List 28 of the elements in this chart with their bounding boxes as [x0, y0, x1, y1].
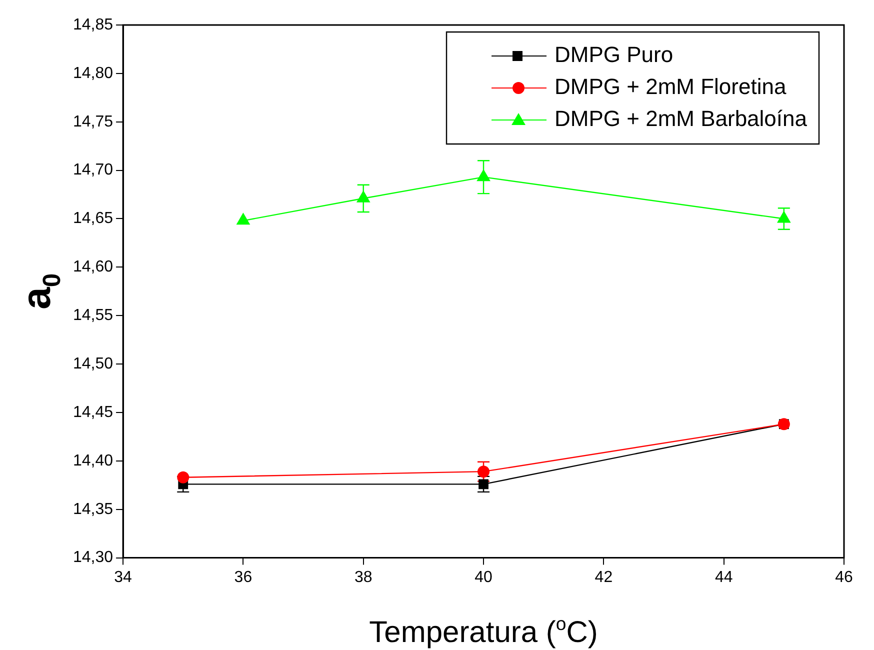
- y-tick-label: 14,40: [72, 452, 114, 470]
- point: [476, 169, 490, 182]
- y-axis-title: a0: [15, 273, 66, 310]
- legend-label: DMPG + 2mM Barbaloína: [554, 106, 808, 132]
- point: [776, 210, 791, 223]
- legend-label: DMPG Puro: [554, 42, 674, 68]
- y-tick-label: 14,80: [72, 64, 114, 82]
- x-tick-label: 42: [594, 568, 613, 586]
- y-tick-label: 14,45: [72, 404, 114, 421]
- y-tick-label: 14,75: [72, 113, 114, 130]
- x-tick-label: 34: [114, 568, 132, 586]
- point: [177, 471, 190, 484]
- y-tick-label: 14,30: [72, 549, 114, 566]
- y-tick-label: 14,70: [72, 162, 114, 179]
- x-tick-label: 46: [835, 568, 853, 586]
- y-tick-label: 14,35: [72, 500, 114, 518]
- x-tick-label: 44: [714, 568, 733, 586]
- point: [236, 212, 250, 225]
- y-tick-label: 14,60: [72, 258, 114, 276]
- y-tick-label: 14,55: [72, 307, 114, 324]
- x-tick-label: 40: [474, 568, 493, 586]
- y-tick-label: 14,85: [72, 16, 114, 34]
- x-tick-label: 38: [354, 568, 372, 586]
- y-tick-label: 14,50: [72, 355, 114, 372]
- y-tick-label: 14,65: [72, 210, 114, 228]
- x-tick-label: 36: [234, 568, 252, 586]
- legend-label: DMPG + 2mM Floretina: [554, 74, 787, 100]
- point: [356, 190, 370, 202]
